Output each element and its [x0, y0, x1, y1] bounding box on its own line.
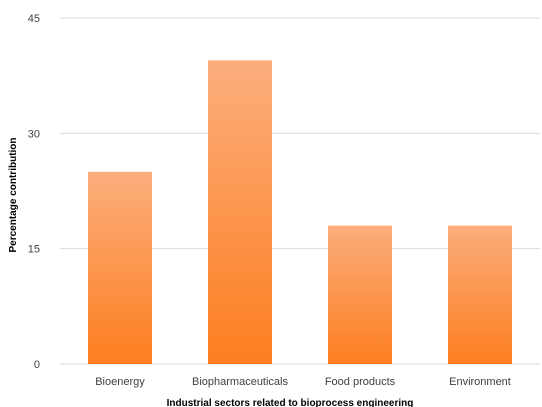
- bar-biopharmaceuticals: [208, 60, 272, 365]
- y-tick-label: 15: [28, 244, 40, 256]
- x-tick-label: Bioenergy: [95, 376, 145, 388]
- x-tick-label: Food products: [325, 376, 396, 388]
- y-axis-title: Percentage contribution: [8, 137, 19, 252]
- bar-food-products: [328, 225, 392, 364]
- bars: [88, 60, 512, 365]
- y-tick-label: 30: [28, 128, 40, 140]
- bar-bioenergy: [88, 171, 152, 364]
- x-tick-labels: Bioenergy Biopharmaceuticals Food products…: [95, 376, 511, 388]
- bar-environment: [448, 225, 512, 364]
- y-tick-label: 45: [28, 13, 40, 25]
- x-tick-label: Biopharmaceuticals: [192, 376, 288, 388]
- x-axis-title: Industrial sectors related to bioprocess…: [167, 398, 414, 407]
- x-tick-label: Environment: [449, 376, 511, 388]
- y-tick-labels: 0 15 30 45: [28, 13, 40, 371]
- y-tick-label: 0: [34, 359, 40, 371]
